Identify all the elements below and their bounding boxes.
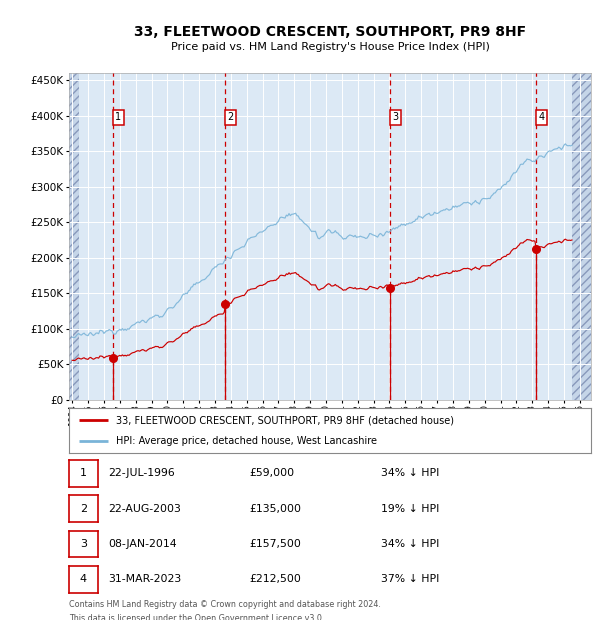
Text: This data is licensed under the Open Government Licence v3.0.: This data is licensed under the Open Gov… (69, 614, 325, 620)
Text: 2: 2 (80, 503, 87, 514)
Text: £135,000: £135,000 (249, 503, 301, 514)
Bar (572, 73, 591, 400)
Text: 19% ↓ HPI: 19% ↓ HPI (381, 503, 439, 514)
Text: £59,000: £59,000 (249, 468, 294, 479)
Text: 34% ↓ HPI: 34% ↓ HPI (381, 468, 439, 479)
Text: Price paid vs. HM Land Registry's House Price Index (HPI): Price paid vs. HM Land Registry's House … (170, 42, 490, 51)
Text: 34% ↓ HPI: 34% ↓ HPI (381, 539, 439, 549)
Text: 08-JAN-2014: 08-JAN-2014 (108, 539, 176, 549)
Bar (69, 73, 79, 400)
Bar (69, 73, 79, 400)
Text: 33, FLEETWOOD CRESCENT, SOUTHPORT, PR9 8HF: 33, FLEETWOOD CRESCENT, SOUTHPORT, PR9 8… (134, 25, 526, 39)
Text: 33, FLEETWOOD CRESCENT, SOUTHPORT, PR9 8HF (detached house): 33, FLEETWOOD CRESCENT, SOUTHPORT, PR9 8… (116, 415, 454, 425)
Text: 4: 4 (539, 112, 545, 122)
Text: Contains HM Land Registry data © Crown copyright and database right 2024.: Contains HM Land Registry data © Crown c… (69, 600, 381, 609)
Text: 1: 1 (80, 468, 87, 479)
Text: £157,500: £157,500 (249, 539, 301, 549)
Text: 4: 4 (80, 574, 87, 585)
Text: £212,500: £212,500 (249, 574, 301, 585)
Text: 22-AUG-2003: 22-AUG-2003 (108, 503, 181, 514)
Text: 2: 2 (227, 112, 234, 122)
Text: 1: 1 (115, 112, 121, 122)
Text: 3: 3 (392, 112, 398, 122)
Text: 22-JUL-1996: 22-JUL-1996 (108, 468, 175, 479)
Text: 31-MAR-2023: 31-MAR-2023 (108, 574, 181, 585)
Text: 3: 3 (80, 539, 87, 549)
Bar (572, 73, 591, 400)
Text: 37% ↓ HPI: 37% ↓ HPI (381, 574, 439, 585)
Text: HPI: Average price, detached house, West Lancashire: HPI: Average price, detached house, West… (116, 436, 377, 446)
